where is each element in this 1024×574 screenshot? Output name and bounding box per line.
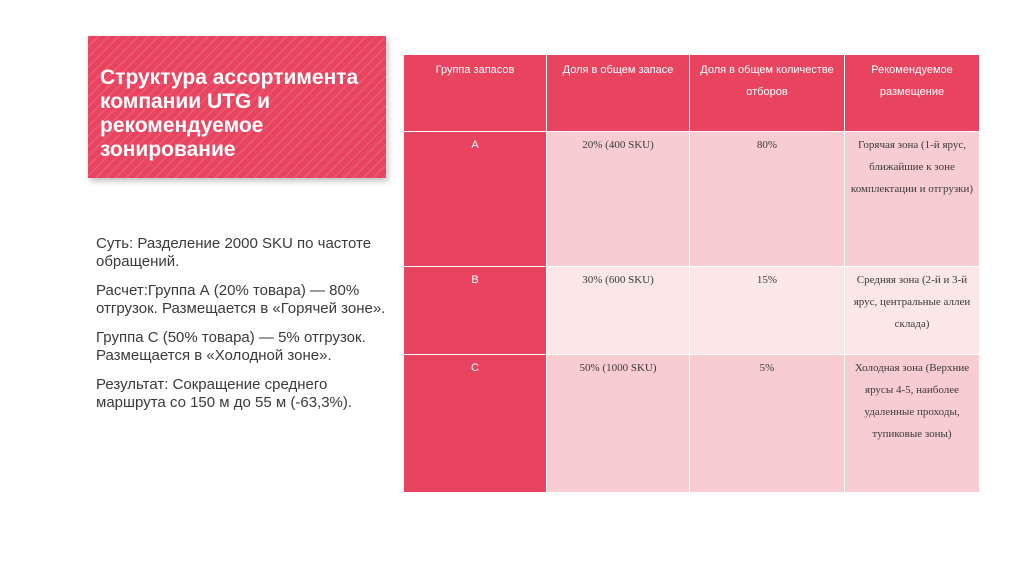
slide-title: Структура ассортимента компании UTG и ре…	[100, 66, 359, 161]
body-paragraph-group-c: Группа С (50% товара) — 5% отгрузок. Раз…	[96, 329, 366, 364]
body-paragraph-calculation: Расчет:Группа А (20% товара) — 80% отгру…	[96, 282, 386, 317]
header-picks-share: Доля в общем количестве отборов	[689, 54, 845, 132]
table-row: B 30% (600 SKU) 15% Средняя зона (2-й и …	[403, 266, 980, 355]
header-stock-share: Доля в общем запасе	[546, 54, 690, 132]
table-cell: 80%	[689, 131, 845, 267]
table-row: C 50% (1000 SKU) 5% Холодная зона (Верхн…	[403, 354, 980, 493]
row-group-label: C	[403, 354, 547, 493]
table-header-row: Группа запасов Доля в общем запасе Доля …	[403, 54, 980, 132]
table-cell: 5%	[689, 354, 845, 493]
stock-zoning-table: Группа запасов Доля в общем запасе Доля …	[403, 54, 980, 493]
row-group-label: A	[403, 131, 547, 267]
table-row: A 20% (400 SKU) 80% Горячая зона (1-й яр…	[403, 131, 980, 267]
table-cell: Горячая зона (1-й ярус, ближайшие к зоне…	[844, 131, 980, 267]
body-text: Суть: Разделение 2000 SKU по частоте обр…	[96, 235, 386, 423]
table-cell: Средняя зона (2-й и 3-й ярус, центральны…	[844, 266, 980, 355]
table-cell: 20% (400 SKU)	[546, 131, 690, 267]
body-paragraph-result: Результат: Сокращение среднего маршрута …	[96, 376, 353, 411]
body-paragraph-essence: Суть: Разделение 2000 SKU по частоте обр…	[96, 235, 372, 270]
header-placement: Рекомендуемое размещение	[844, 54, 980, 132]
table-cell: Холодная зона (Верхние ярусы 4-5, наибол…	[844, 354, 980, 493]
table-cell: 50% (1000 SKU)	[546, 354, 690, 493]
table-cell: 15%	[689, 266, 845, 355]
row-group-label: B	[403, 266, 547, 355]
header-stock-group: Группа запасов	[403, 54, 547, 132]
title-box: Структура ассортимента компании UTG и ре…	[88, 36, 386, 178]
table-cell: 30% (600 SKU)	[546, 266, 690, 355]
